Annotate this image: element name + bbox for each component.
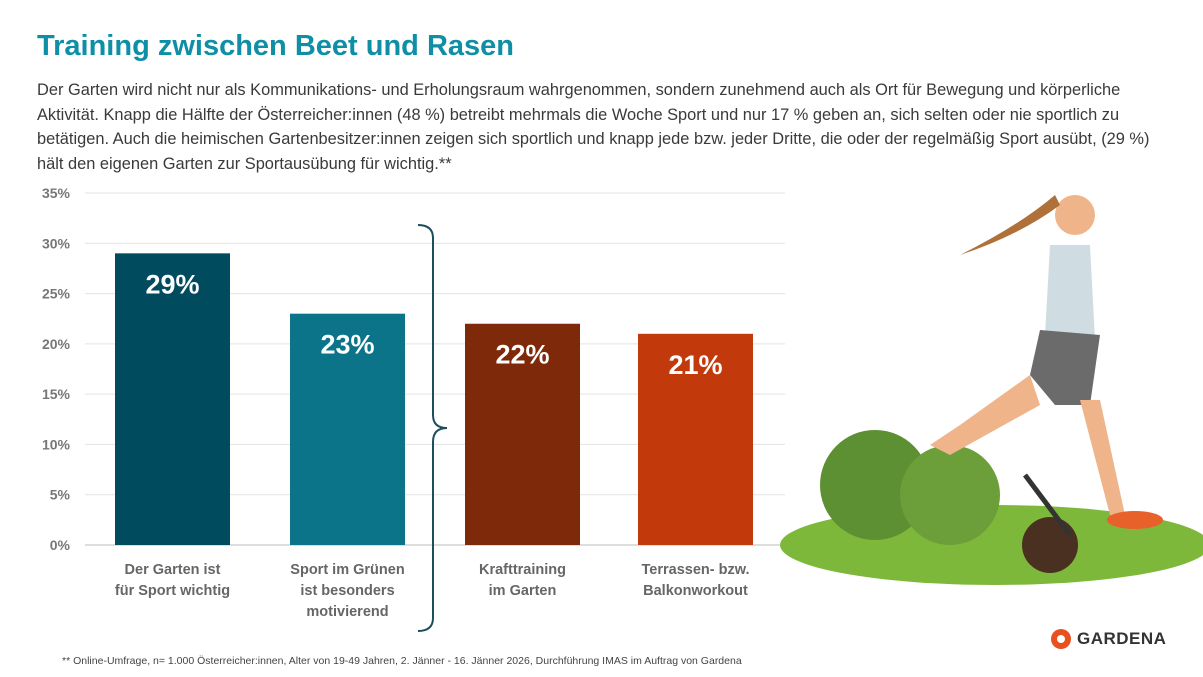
category-label: Krafttraining [479,562,566,578]
gardena-logo: GARDENA [1050,628,1166,650]
bar [465,323,580,545]
category-label: Der Garten ist [125,562,221,578]
bar [115,253,230,545]
data-label: 21% [668,350,722,380]
y-tick-label: 15% [42,386,71,402]
bar [638,333,753,545]
bracket [417,224,448,632]
data-label: 22% [495,340,549,370]
gardena-logo-icon [1051,629,1071,649]
category-label: im Garten [489,583,557,599]
data-label: 29% [145,269,199,299]
y-tick-label: 5% [50,487,71,503]
category-label: für Sport wichtig [115,583,230,599]
category-label: motivierend [306,604,388,620]
category-label: Terrassen- bzw. [642,562,750,578]
y-tick-label: 0% [50,537,71,553]
bar-chart: 0% 5% 10% 15% 20% 25% 30% 35% 29% Der Garten ist f… [42,185,785,632]
page-title: Training zwischen Beet und Rasen [37,30,514,62]
category-label: Balkonworkout [643,583,748,599]
y-tick-label: 25% [42,286,71,302]
y-tick-label: 30% [42,235,71,251]
footnote: ** Online-Umfrage, n= 1.000 Österreicher… [62,655,742,667]
intro-text: Der Garten wird nicht nur als Kommunikat… [37,81,1150,173]
logo-text: GARDENA [1077,629,1167,648]
data-label: 23% [320,330,374,360]
y-tick-label: 10% [42,436,71,452]
category-label: ist besonders [300,583,394,599]
y-tick-label: 35% [42,185,71,201]
category-label: Sport im Grünen [290,562,404,578]
jogger-garden-illustration [780,195,1203,585]
y-tick-label: 20% [42,336,71,352]
bar [290,313,405,545]
